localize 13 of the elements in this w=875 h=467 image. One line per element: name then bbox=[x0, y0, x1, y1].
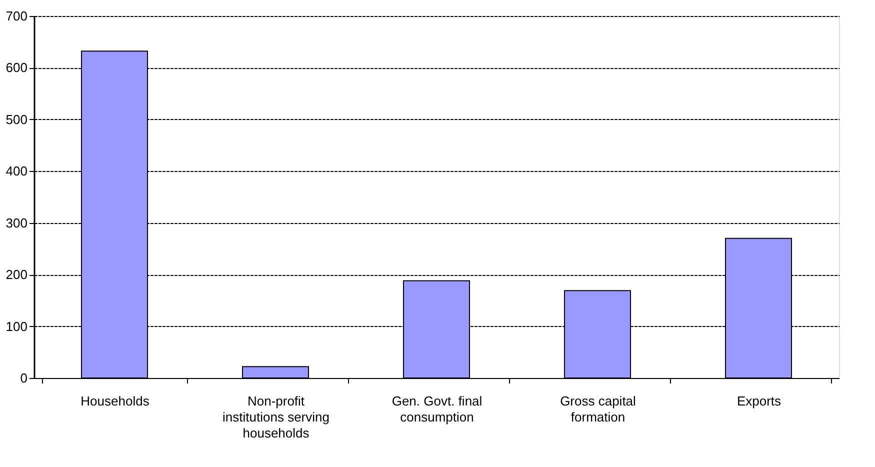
x-tick-label: Exports bbox=[736, 394, 782, 408]
x-tick-label: Gen. Govt. final consumption bbox=[392, 394, 482, 424]
x-tick-label: Non-profit institutions serving households bbox=[222, 394, 330, 440]
y-tick-label: 300 bbox=[6, 215, 28, 230]
y-tick-label: 100 bbox=[6, 318, 28, 334]
x-tick-label: Households bbox=[80, 394, 150, 408]
x-tick-label: Gross capital formation bbox=[560, 394, 636, 424]
y-tick-label: 600 bbox=[6, 60, 28, 76]
y-tick-label: 200 bbox=[6, 267, 28, 282]
y-tick-label: 400 bbox=[6, 164, 28, 179]
y-tick-label: 0 bbox=[20, 370, 28, 386]
y-tick-label: 500 bbox=[6, 112, 28, 127]
y-tick-label: 700 bbox=[6, 8, 28, 24]
